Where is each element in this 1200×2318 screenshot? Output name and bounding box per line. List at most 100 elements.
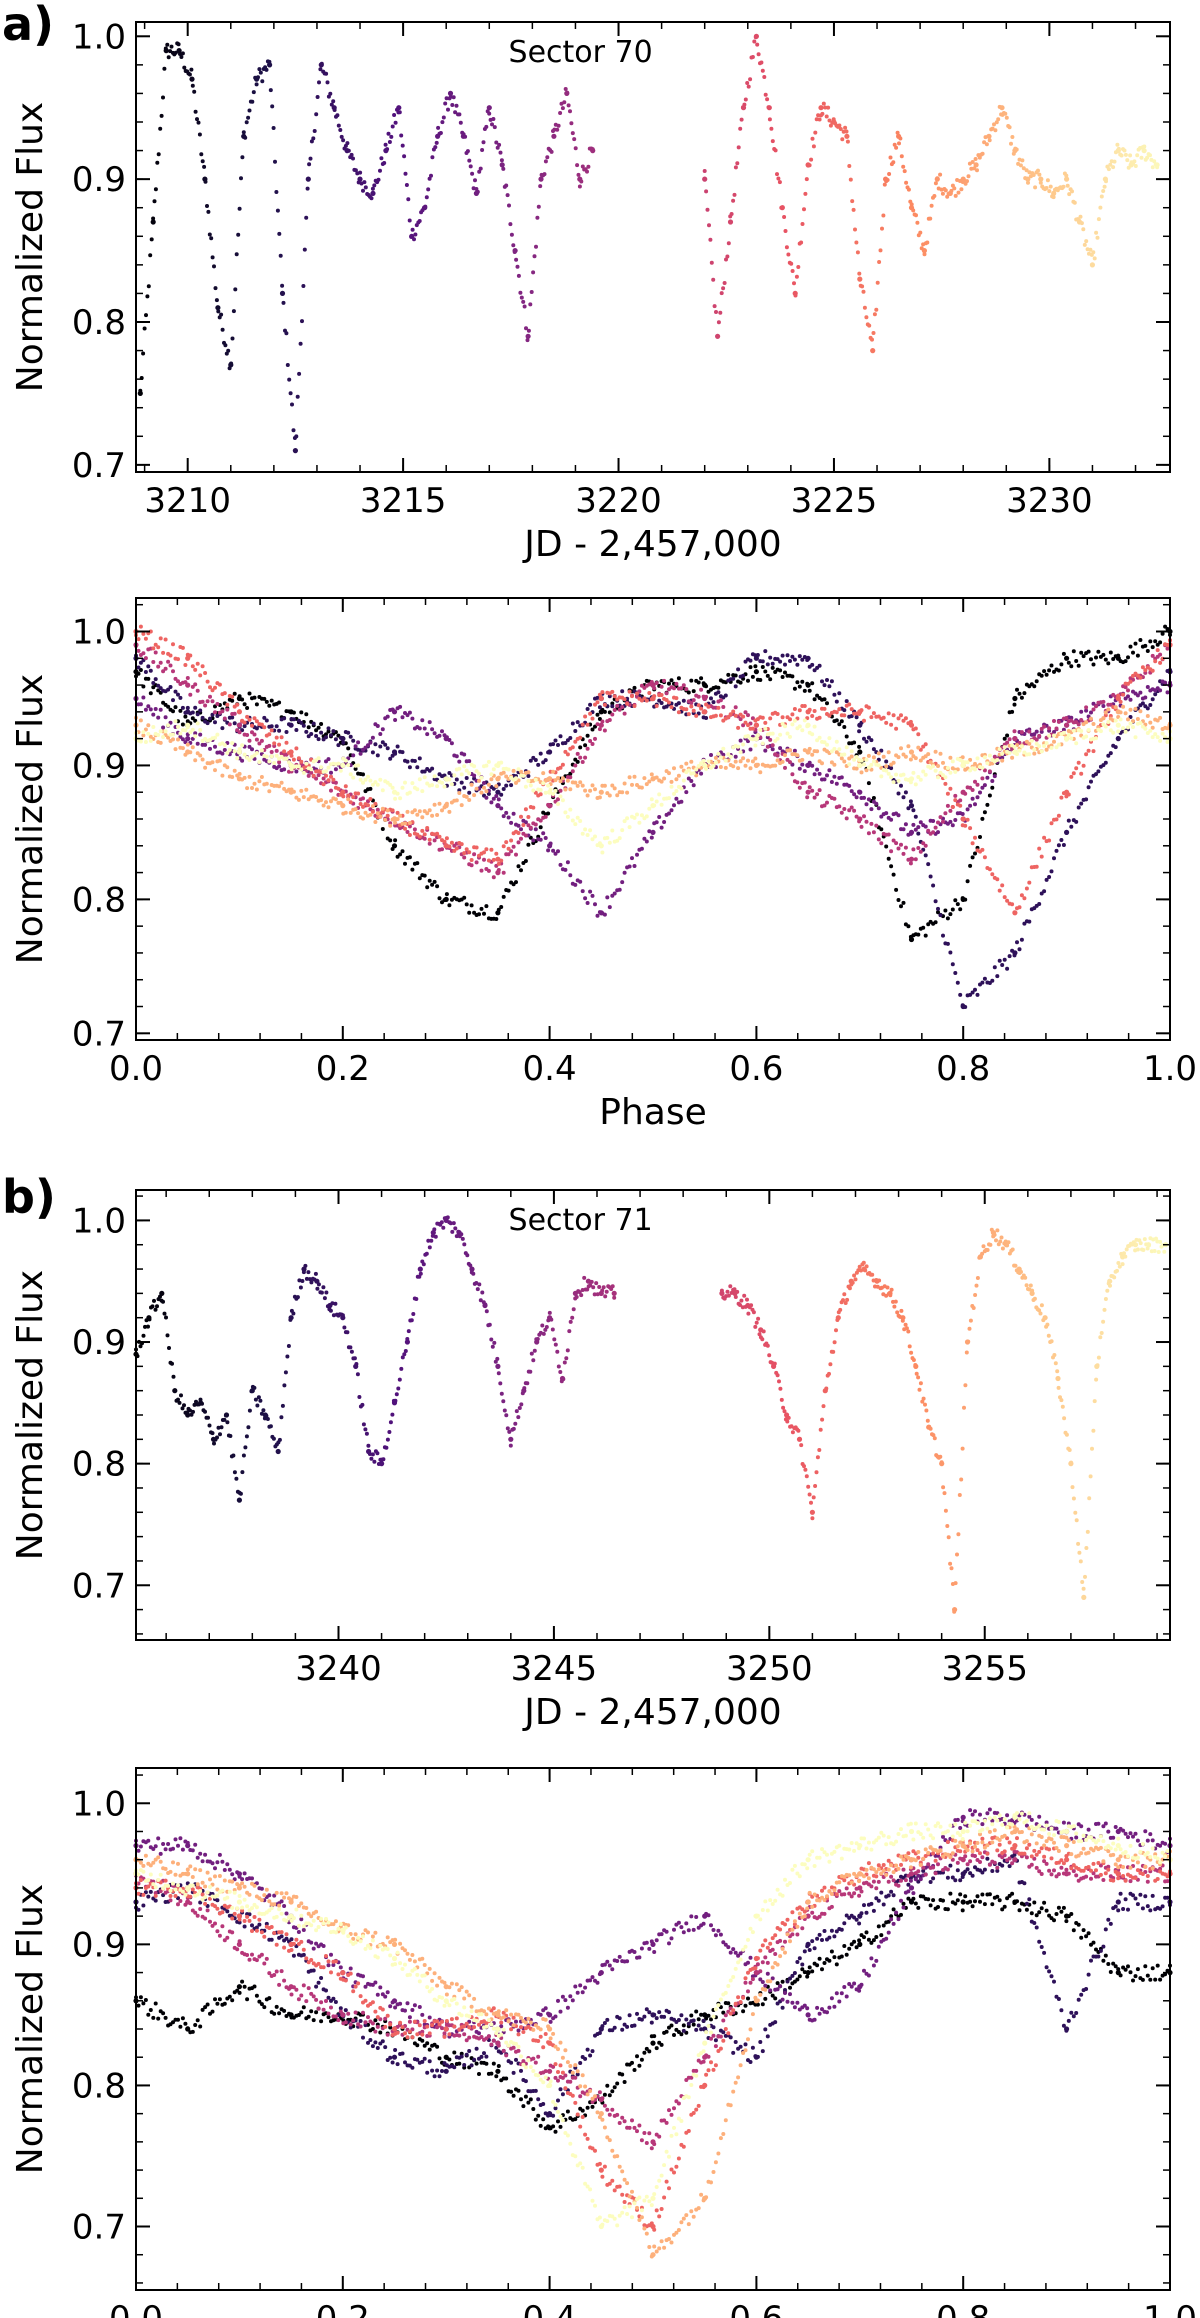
data-point	[1049, 663, 1054, 668]
data-point	[916, 932, 921, 937]
data-point	[480, 148, 485, 152]
data-point	[857, 1264, 862, 1269]
series-0	[133, 624, 1173, 943]
data-point	[770, 139, 775, 144]
data-point	[871, 747, 876, 752]
data-point	[931, 883, 936, 888]
data-point	[1089, 262, 1095, 268]
data-point	[267, 732, 272, 737]
data-point	[987, 753, 992, 758]
data-point	[528, 758, 533, 763]
data-point	[1106, 661, 1111, 666]
data-point	[1060, 1404, 1065, 1409]
data-point	[953, 769, 958, 774]
data-point	[257, 741, 262, 746]
data-point	[1002, 736, 1007, 741]
data-point	[797, 1436, 802, 1441]
data-point	[854, 795, 859, 800]
data-point	[309, 732, 314, 736]
data-point	[223, 343, 228, 348]
data-point	[523, 820, 528, 825]
data-point	[227, 366, 232, 371]
data-point	[625, 816, 630, 821]
data-point	[748, 658, 753, 663]
data-point	[1012, 953, 1017, 958]
data-point	[373, 742, 378, 747]
data-point	[447, 903, 452, 908]
data-point	[370, 804, 375, 809]
data-point	[268, 1424, 273, 1429]
data-point	[560, 762, 565, 767]
data-point	[309, 1280, 314, 1285]
data-point	[899, 783, 903, 788]
data-point	[197, 132, 202, 137]
data-point	[556, 743, 560, 747]
data-point	[171, 698, 175, 703]
data-point	[874, 801, 879, 806]
data-point	[545, 155, 550, 160]
data-point	[560, 776, 565, 781]
data-point	[763, 649, 768, 654]
data-point	[612, 891, 617, 896]
data-point	[287, 709, 291, 714]
data-point	[857, 712, 862, 716]
data-point	[975, 992, 980, 997]
data-point	[797, 785, 802, 790]
data-point	[586, 164, 591, 169]
data-point	[494, 794, 499, 798]
data-point	[474, 769, 479, 774]
data-point	[803, 1467, 808, 1472]
data-point	[203, 765, 208, 770]
data-point	[1069, 736, 1074, 741]
data-point	[924, 1408, 929, 1413]
data-point	[313, 1271, 318, 1276]
data-point	[370, 809, 375, 814]
data-point	[1099, 1331, 1104, 1335]
data-point	[689, 678, 694, 683]
data-point	[1061, 651, 1066, 656]
data-point	[551, 792, 556, 796]
data-point	[899, 713, 903, 718]
data-point	[940, 191, 945, 196]
data-point	[597, 692, 602, 697]
data-point	[176, 692, 180, 697]
data-point	[878, 248, 883, 253]
data-point	[357, 1395, 362, 1399]
data-point	[282, 767, 287, 772]
data-point	[647, 806, 652, 811]
data-point	[1081, 654, 1086, 659]
data-point	[258, 70, 263, 75]
data-point	[533, 758, 538, 762]
data-point	[659, 701, 664, 705]
data-point	[330, 1301, 335, 1306]
data-point	[277, 2011, 282, 2016]
data-point	[388, 782, 393, 787]
data-point	[848, 177, 853, 182]
data-point	[549, 149, 554, 154]
data-point	[511, 811, 516, 816]
data-point	[1152, 1249, 1157, 1253]
data-point	[607, 905, 612, 910]
data-point	[847, 762, 852, 767]
data-point	[755, 653, 760, 657]
data-point	[1054, 745, 1059, 750]
data-point	[230, 775, 235, 779]
data-point	[831, 117, 836, 122]
data-point	[874, 307, 879, 312]
data-point	[749, 1303, 754, 1308]
data-point	[200, 159, 205, 164]
data-point	[163, 2015, 168, 2020]
data-point	[282, 1383, 287, 1388]
data-point	[1143, 695, 1148, 700]
x-tick-label: 3215	[360, 481, 447, 521]
data-point	[790, 772, 795, 777]
data-point	[1150, 725, 1155, 730]
data-point	[820, 761, 824, 766]
data-point	[309, 139, 314, 144]
data-point	[570, 131, 575, 136]
data-point	[938, 913, 943, 918]
data-point	[198, 732, 203, 737]
data-point	[975, 795, 980, 800]
data-point	[422, 726, 427, 731]
data-point	[361, 816, 365, 821]
